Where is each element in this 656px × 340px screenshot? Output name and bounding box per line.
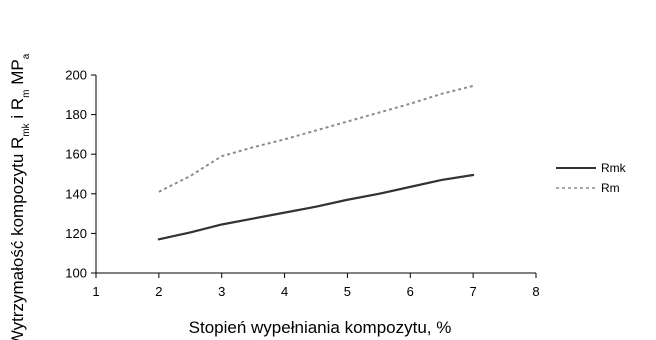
x-axis-title: Stopień wypełniania kompozytu, %	[189, 318, 452, 337]
x-tick-label: 7	[470, 284, 477, 299]
y-tick-label: 160	[65, 147, 87, 162]
x-tick-label: 6	[407, 284, 414, 299]
x-tick-label: 1	[92, 284, 99, 299]
x-tick-label: 5	[344, 284, 351, 299]
x-tick-label: 8	[532, 284, 539, 299]
series-line-rmk	[157, 173, 475, 241]
y-tick-label: 180	[65, 107, 87, 122]
y-tick-label: 200	[65, 68, 87, 83]
y-tick-label: 140	[65, 186, 87, 201]
legend: Rmk Rm	[556, 161, 627, 195]
y-tick-label: 120	[65, 226, 87, 241]
x-axis-ticks: 1 2 3 4 5 6 7 8	[92, 273, 540, 299]
legend-label-rm: Rm	[601, 181, 620, 195]
x-tick-label: 4	[281, 284, 288, 299]
y-tick-label: 100	[65, 266, 87, 281]
x-tick-label: 3	[218, 284, 225, 299]
y-axis-title: Wytrzymałość kompozytu Rmk i Rm MPa	[8, 53, 32, 340]
y-axis-ticks: 100 120 140 160 180 200	[65, 68, 96, 281]
x-tick-label: 2	[155, 284, 162, 299]
series-layer	[157, 84, 475, 241]
series-line-rm	[158, 84, 474, 193]
legend-label-rmk: Rmk	[601, 161, 627, 175]
